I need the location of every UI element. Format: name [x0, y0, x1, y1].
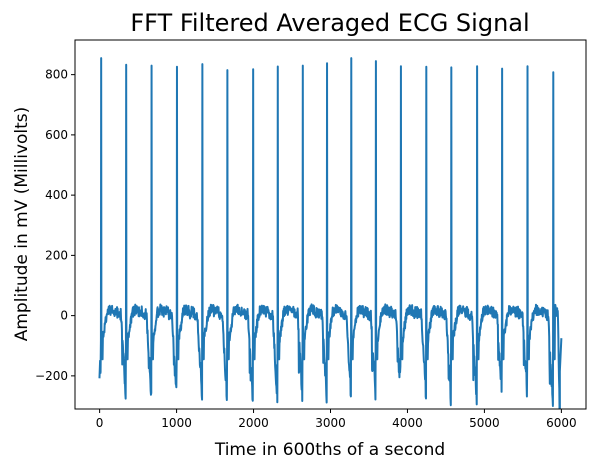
x-tick-label: 2000 [238, 416, 269, 430]
y-tick-label: 0 [60, 309, 68, 323]
x-tick-label: 6000 [546, 416, 577, 430]
x-tick-label: 3000 [315, 416, 346, 430]
x-tick-label: 1000 [161, 416, 192, 430]
y-tick-label: −200 [35, 369, 68, 383]
x-tick-label: 5000 [469, 416, 500, 430]
x-tick-label: 4000 [392, 416, 423, 430]
x-axis: 0 1000 2000 3000 4000 5000 6000 [96, 409, 577, 430]
chart-title: FFT Filtered Averaged ECG Signal [130, 9, 529, 37]
ecg-series-line [98, 57, 563, 409]
x-tick-label: 0 [96, 416, 104, 430]
y-tick-label: 800 [45, 68, 68, 82]
y-axis-label: Amplitude in mV (Millivolts) [12, 107, 32, 342]
y-tick-label: 400 [45, 188, 68, 202]
plot-area [74, 39, 587, 410]
y-tick-label: 600 [45, 128, 68, 142]
series-layer [98, 57, 563, 409]
y-tick-label: 200 [45, 248, 68, 262]
y-axis: −200 0 200 400 600 800 [35, 68, 75, 383]
plot-background [75, 40, 586, 409]
x-axis-label: Time in 600ths of a second [214, 440, 445, 460]
